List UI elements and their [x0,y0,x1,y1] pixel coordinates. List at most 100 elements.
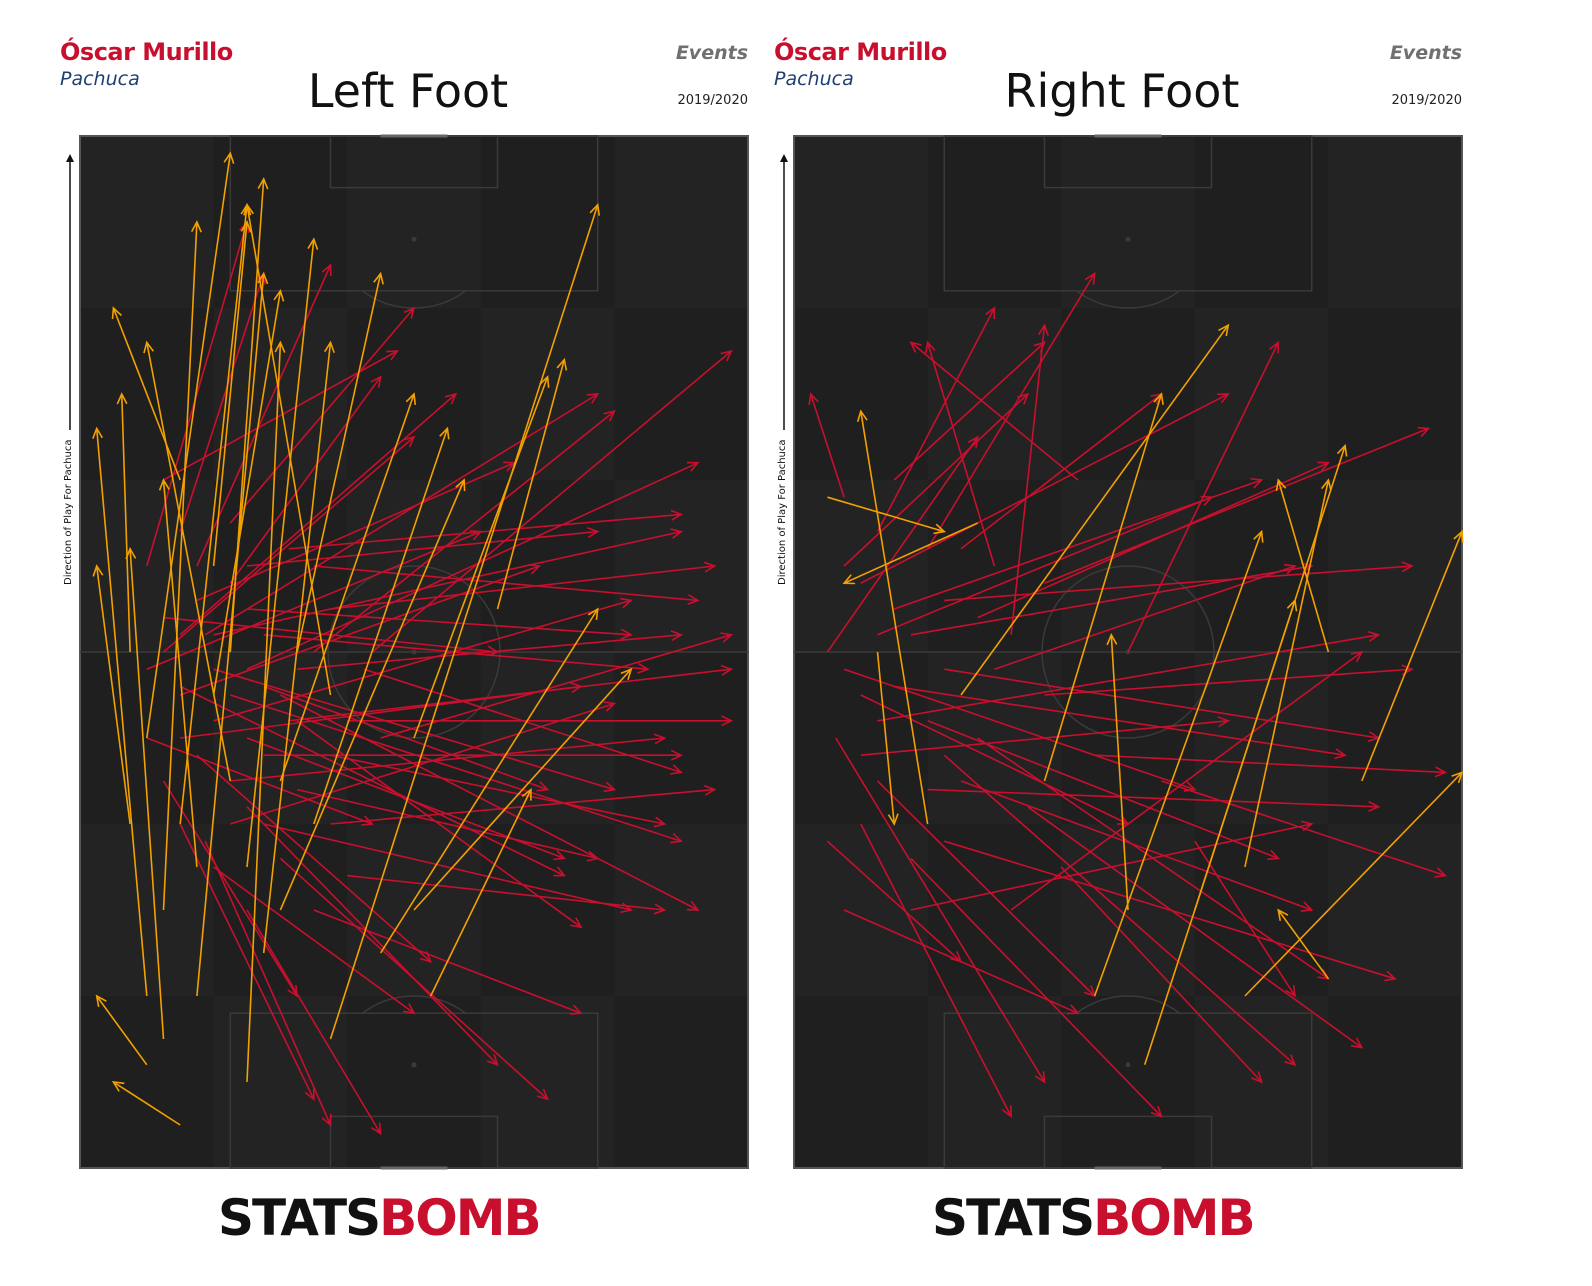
arrow-head [143,340,154,354]
arrow-head [405,392,417,406]
arrow-head [985,306,996,320]
arrow-head [521,787,532,801]
arrow-head [1417,426,1431,438]
cross-arrow [1277,909,1330,980]
direction-arrow-head [780,154,788,162]
pitch-zone [927,308,1062,480]
cross-arrow [95,428,148,997]
arrow-head [403,1003,416,1015]
arrow-head [403,435,416,448]
pass-arrow [263,823,632,911]
pass-arrow [1010,651,1363,911]
arrow-head [111,1081,125,1092]
arrow-head [1153,392,1164,405]
arrow-head [620,597,633,609]
pass-arrow [179,823,315,1100]
arrow-head [653,733,667,745]
pass-arrow [960,780,1312,911]
pitch-zone [794,136,928,308]
arrow-head [1269,340,1280,354]
pass-arrow [926,273,1096,550]
arrow-head [586,393,600,404]
arrow-head [1300,562,1314,574]
pass-arrow [860,393,1229,584]
pass-arrow [162,780,298,997]
arrow-head [686,461,700,472]
cross-arrow [960,324,1229,696]
team-name: Pachuca [774,68,854,90]
pass-arrow [313,410,615,653]
pass-arrow [347,874,665,911]
pitch-zone [927,996,1062,1168]
arrow-head [1317,461,1331,472]
arrow-head [1451,771,1464,784]
arrow-head [1001,1105,1012,1119]
pitch-zone [1194,652,1329,824]
statsbomb-logo: STATSBOMB [932,1188,1256,1248]
cross-arrow [329,204,599,1040]
pitch-zone [614,824,748,996]
pass-arrow [926,342,996,567]
cross-arrow [413,668,632,911]
pass-arrow [146,221,248,567]
left-foot-panel: Óscar Murillo Pachuca Events 2019/2020 L… [0,0,760,1286]
arrow-head [1453,529,1464,543]
cross-arrow [1093,531,1263,997]
pass-arrow [894,685,1346,756]
pass-arrow [230,694,682,842]
cross-arrow [246,204,332,696]
pass-arrow [1194,840,1296,997]
pass-arrow [204,840,332,1126]
arrow-head [273,288,285,302]
cross-arrow [212,221,248,567]
cross-arrow [95,565,131,825]
pitch-zone [614,480,748,652]
pass-arrow [944,565,1412,602]
pass-arrow [843,909,1079,1014]
pass-arrow [1044,427,1429,584]
arrow-head [321,1113,332,1127]
pass-arrow [1127,342,1280,653]
logo-bomb-text: BOMB [379,1189,541,1247]
arrow-head [720,349,733,362]
arrow-head [116,392,128,405]
cross-arrow [146,342,232,782]
cross-arrow [1194,445,1346,911]
arrow-head [570,917,583,929]
arrow-head [1034,1070,1046,1084]
arrow-head [670,764,683,775]
arrow-head [1434,867,1448,878]
arrow-head [1217,716,1231,728]
arrow-head [587,527,600,539]
arrow-head [486,645,500,657]
cross-arrow [1110,634,1129,911]
arrow-head [720,632,734,643]
pitch-chart-left [66,134,749,1170]
pass-arrow [179,273,265,532]
arrow-head [361,815,374,826]
pass-arrow [179,565,540,696]
pass-arrow [146,737,373,825]
pass-arrow [179,685,565,877]
pass-arrow [330,565,715,610]
pitch-zone [794,824,928,996]
pass-arrow [1161,780,1446,877]
cross-arrow [279,479,465,911]
pass-arrow [213,866,415,1014]
pass-arrow [826,840,962,963]
arrow-head [603,701,617,712]
pass-arrow [1010,325,1046,635]
pass-arrow [910,341,1079,481]
cross-arrow [296,273,382,653]
arrow-head [1083,985,1096,998]
arrow-head [703,561,717,573]
center-spot [411,649,417,655]
pass-arrow [296,720,582,928]
arrow-head [570,682,583,694]
penalty-spot [1125,1062,1131,1068]
arrow-head [403,306,416,319]
cross-arrow [1361,531,1463,782]
pass-arrow [246,909,382,1135]
pitch-zone [1328,136,1462,308]
cross-arrow [827,496,945,533]
